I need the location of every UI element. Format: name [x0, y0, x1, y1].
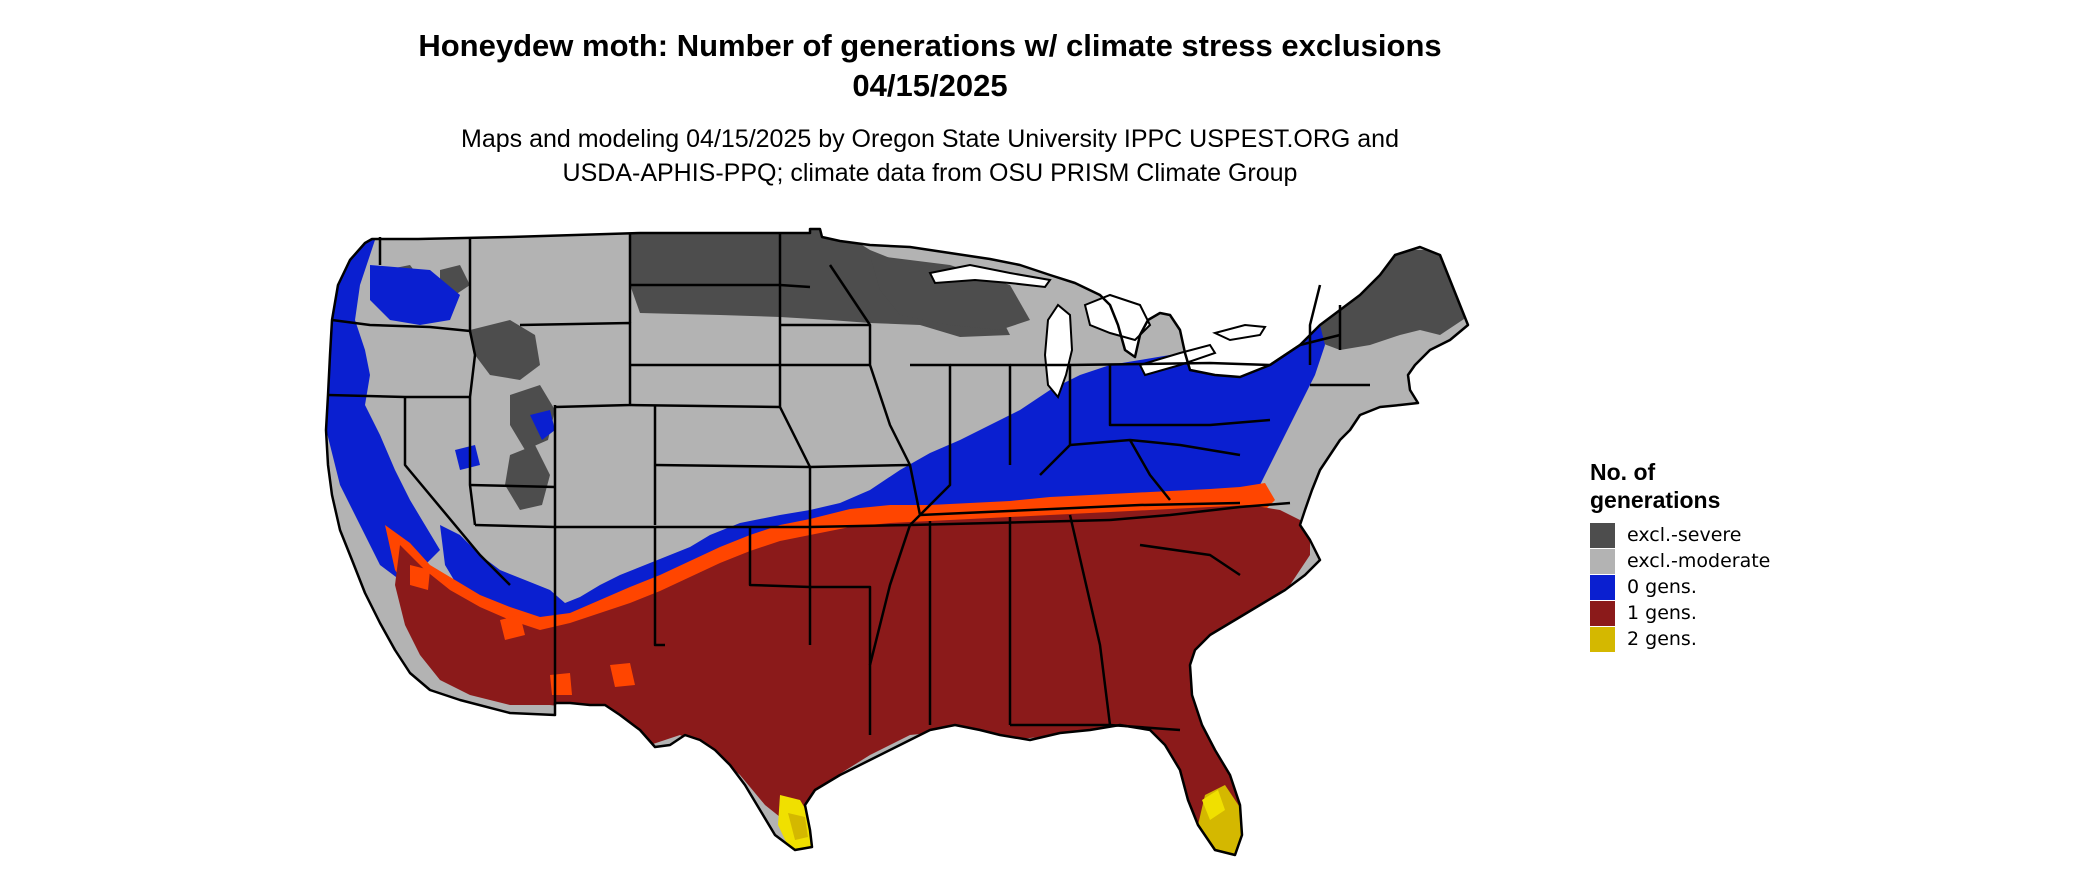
legend-swatch [1590, 600, 1615, 626]
great-lakes [928, 263, 1267, 399]
legend-swatch [1590, 548, 1615, 574]
legend-item-1-gens: 1 gens. [1590, 600, 1890, 626]
us-map-svg [324, 227, 1470, 857]
legend-title-line-2: generations [1590, 487, 1721, 513]
legend-label: excl.-moderate [1627, 550, 1771, 572]
legend-swatch [1590, 574, 1615, 600]
legend-label: excl.-severe [1627, 524, 1742, 546]
legend-item-0-gens: 0 gens. [1590, 574, 1890, 600]
legend-item-excl-moderate: excl.-moderate [1590, 548, 1890, 574]
legend-item-excl-severe: excl.-severe [1590, 522, 1890, 548]
legend-label: 0 gens. [1627, 576, 1697, 598]
legend-swatch [1590, 626, 1615, 652]
credit-line-1: Maps and modeling 04/15/2025 by Oregon S… [461, 125, 1399, 153]
legend-label: 2 gens. [1627, 628, 1697, 650]
map-date: 04/15/2025 [852, 68, 1008, 103]
legend-items: excl.-severe excl.-moderate 0 gens. 1 ge… [1590, 522, 1890, 652]
map-title: Honeydew moth: Number of generations w/ … [418, 28, 1442, 63]
credit-line-2: USDA-APHIS-PPQ; climate data from OSU PR… [562, 159, 1298, 187]
legend-item-2-gens: 2 gens. [1590, 626, 1890, 652]
map-legend: No. of generations excl.-severe excl.-mo… [1590, 458, 1890, 652]
legend-title-line-1: No. of [1590, 459, 1656, 485]
us-map [310, 225, 1560, 892]
legend-label: 1 gens. [1627, 602, 1697, 624]
generation-zones [326, 229, 1468, 855]
state-borders [324, 227, 1470, 857]
legend-swatch [1590, 522, 1615, 548]
